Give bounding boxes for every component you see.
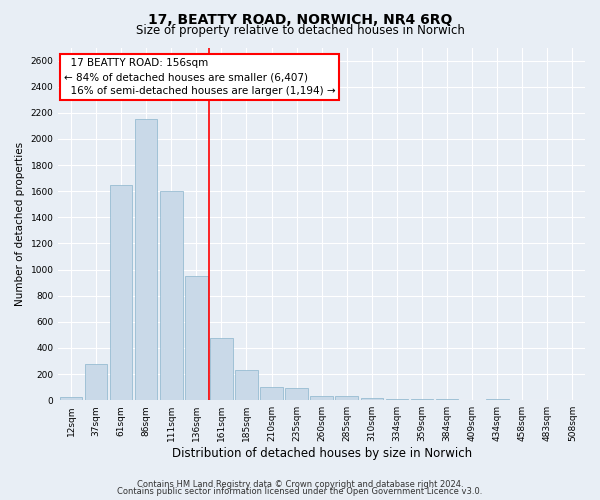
Bar bbox=[335, 396, 358, 400]
Bar bbox=[235, 370, 258, 400]
Bar bbox=[260, 387, 283, 400]
Bar bbox=[110, 184, 133, 400]
Bar bbox=[286, 388, 308, 400]
Text: 17 BEATTY ROAD: 156sqm
← 84% of detached houses are smaller (6,407)
  16% of sem: 17 BEATTY ROAD: 156sqm ← 84% of detached… bbox=[64, 58, 335, 96]
Bar bbox=[210, 338, 233, 400]
Bar bbox=[160, 191, 182, 400]
Bar bbox=[310, 396, 333, 400]
Bar bbox=[361, 398, 383, 400]
Text: Contains HM Land Registry data © Crown copyright and database right 2024.: Contains HM Land Registry data © Crown c… bbox=[137, 480, 463, 489]
Text: 17, BEATTY ROAD, NORWICH, NR4 6RQ: 17, BEATTY ROAD, NORWICH, NR4 6RQ bbox=[148, 12, 452, 26]
Bar bbox=[85, 364, 107, 400]
Y-axis label: Number of detached properties: Number of detached properties bbox=[15, 142, 25, 306]
Bar bbox=[185, 276, 208, 400]
X-axis label: Distribution of detached houses by size in Norwich: Distribution of detached houses by size … bbox=[172, 447, 472, 460]
Bar bbox=[386, 399, 408, 400]
Text: Size of property relative to detached houses in Norwich: Size of property relative to detached ho… bbox=[136, 24, 464, 37]
Bar bbox=[59, 398, 82, 400]
Bar bbox=[486, 399, 509, 400]
Bar bbox=[411, 399, 433, 400]
Text: Contains public sector information licensed under the Open Government Licence v3: Contains public sector information licen… bbox=[118, 487, 482, 496]
Bar bbox=[135, 120, 157, 400]
